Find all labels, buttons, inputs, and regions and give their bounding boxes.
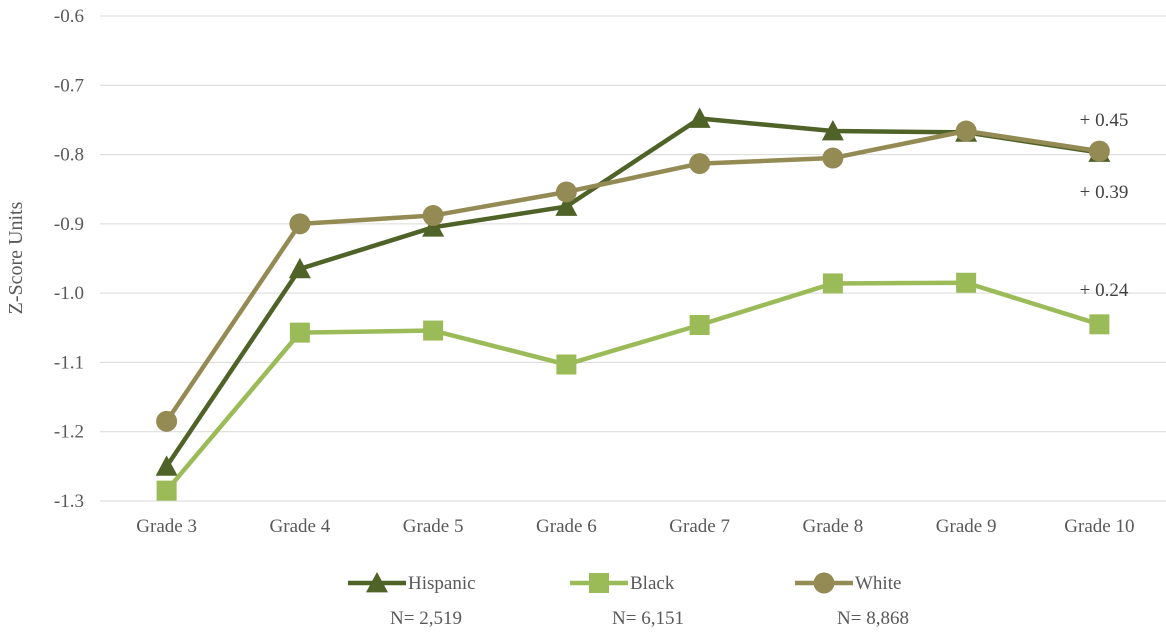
annotation-label: + 0.39 [1080, 182, 1129, 203]
legend-item-white: White N= 8,868 [795, 572, 909, 629]
y-tick-label: -0.8 [54, 145, 84, 166]
annotation-label: + 0.24 [1080, 280, 1129, 301]
legend-marker-black [589, 573, 609, 593]
legend-marker-white [813, 572, 835, 594]
data-point-black [289, 322, 310, 343]
data-point-hispanic [422, 216, 445, 237]
data-point-white [422, 205, 444, 227]
data-point-hispanic [555, 195, 578, 216]
legend-n-black: N= 6,151 [612, 608, 684, 629]
y-tick-label: -0.6 [54, 6, 84, 27]
data-point-hispanic [288, 257, 311, 279]
x-tick-label: Grade 9 [936, 516, 997, 537]
series-hispanic [155, 107, 1111, 476]
legend-item-hispanic: Hispanic N= 2,519 [348, 572, 476, 629]
data-point-black [956, 272, 977, 293]
series-line-black [164, 280, 1101, 493]
data-point-hispanic [821, 120, 844, 141]
y-tick-label: -1.3 [54, 491, 84, 512]
series-line-white [164, 128, 1100, 423]
annotation-label: + 0.45 [1080, 110, 1129, 131]
data-point-white [1088, 140, 1110, 162]
legend-marker-hispanic [366, 572, 388, 593]
x-tick-label: Grade 6 [536, 516, 597, 537]
data-point-hispanic [155, 455, 178, 476]
legend-item-black: Black N= 6,151 [570, 573, 684, 629]
legend-label-white: White [855, 573, 901, 594]
data-point-white [289, 213, 311, 235]
gridlines [100, 15, 1166, 502]
series-black [156, 272, 1110, 501]
y-tick-label: -0.7 [54, 75, 84, 96]
y-tick-label: -1.2 [54, 422, 84, 443]
data-point-black [689, 315, 710, 336]
data-point-black [1089, 314, 1110, 335]
data-point-white [555, 181, 577, 203]
legend: Hispanic N= 2,519 Black N= 6,151 White N= 8,8… [348, 572, 909, 629]
data-point-black [556, 354, 577, 375]
data-point-white [689, 153, 711, 175]
x-tick-label: Grade 8 [803, 516, 864, 537]
legend-label-hispanic: Hispanic [408, 573, 476, 594]
y-tick-label: -0.9 [54, 214, 84, 235]
data-point-black [156, 480, 177, 501]
legend-label-black: Black [630, 573, 675, 594]
x-axis: Grade 3 Grade 4 Grade 5 Grade 6 Grade 7 Grade… [136, 516, 1134, 537]
data-point-white [955, 120, 977, 142]
data-point-white [822, 147, 844, 169]
x-tick-label: Grade 5 [403, 516, 464, 537]
legend-n-hispanic: N= 2,519 [390, 608, 462, 629]
y-axis: -0.6 -0.7 -0.8 -0.9 -1.0 -1.1 -1.2 -1.3 [54, 6, 84, 512]
series-lines [155, 107, 1111, 501]
x-tick-label: Grade 7 [669, 516, 730, 537]
series-white [156, 120, 1110, 432]
annotations: + 0.45 + 0.39 + 0.24 [1080, 110, 1129, 301]
data-point-black [423, 320, 444, 341]
series-line-hispanic [164, 116, 1100, 468]
data-point-hispanic [688, 107, 711, 128]
x-tick-label: Grade 3 [136, 516, 197, 537]
x-tick-label: Grade 4 [270, 516, 331, 537]
y-axis-title: Z-Score Units [5, 201, 27, 314]
legend-n-white: N= 8,868 [837, 608, 909, 629]
data-point-black [822, 273, 843, 294]
y-tick-label: -1.1 [54, 352, 84, 373]
x-tick-label: Grade 10 [1064, 516, 1134, 537]
data-point-white [156, 410, 178, 432]
y-tick-label: -1.0 [54, 283, 84, 304]
